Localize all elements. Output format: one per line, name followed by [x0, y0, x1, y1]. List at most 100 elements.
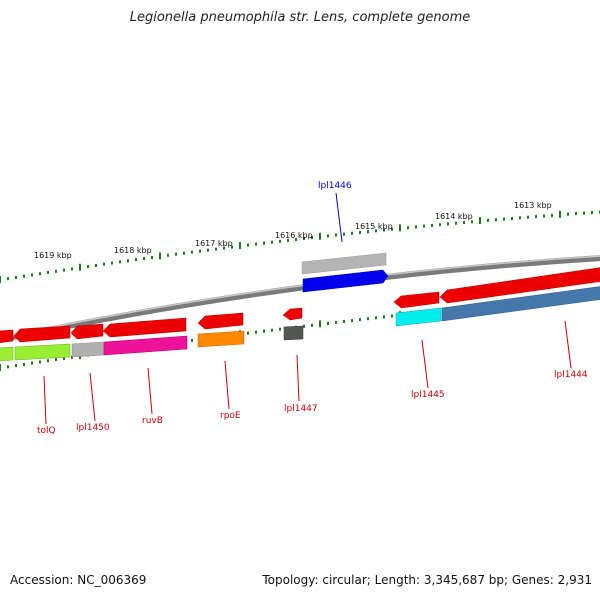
- gene-arrow-ruvb[interactable]: [102, 317, 187, 338]
- outer-tick-minor: [7, 277, 9, 281]
- cog-bar-lpl1447[interactable]: [283, 325, 304, 341]
- inner-tick-minor: [63, 356, 65, 360]
- outer-tick-minor: [375, 229, 377, 233]
- gene-arrow-partial-left[interactable]: [0, 329, 14, 343]
- gene-arrow-tolq[interactable]: [13, 325, 71, 343]
- scale-label-1614: 1614 kbp: [435, 212, 473, 221]
- outer-tick-minor: [279, 239, 281, 243]
- scale-label-1618: 1618 kbp: [114, 246, 152, 255]
- inner-tick-minor: [359, 318, 361, 322]
- outer-tick-minor: [511, 217, 513, 220]
- cog-bar-lpl1446[interactable]: [301, 252, 387, 275]
- outer-tick-minor: [183, 251, 185, 255]
- outer-tick-minor: [119, 260, 121, 264]
- map-title: Legionella pneumophila str. Lens, comple…: [129, 10, 471, 25]
- outer-tick-minor: [143, 257, 145, 261]
- gene-label-lpl1450[interactable]: lpl1450: [76, 423, 110, 433]
- gene-arrow-lpl1450[interactable]: [70, 323, 104, 340]
- outer-tick-minor: [311, 236, 313, 240]
- outer-tick-minor: [591, 211, 593, 214]
- cog-bar-tolq[interactable]: [14, 343, 71, 361]
- cog-bar-lpl1450[interactable]: [71, 341, 105, 358]
- outer-tick-minor: [215, 247, 217, 251]
- minus-strand-cds: [0, 267, 600, 343]
- outer-tick-minor: [63, 268, 65, 272]
- inner-tick-minor: [375, 316, 377, 320]
- cog-category-bars: [0, 286, 600, 362]
- outer-tick-minor: [231, 245, 233, 249]
- gene-label-ruvb[interactable]: ruvB: [142, 416, 163, 426]
- inner-tick-major: [0, 364, 1, 371]
- outer-tick-minor: [287, 238, 289, 242]
- inner-tick-minor: [327, 321, 329, 325]
- outer-tick-minor: [519, 216, 521, 220]
- cog-bar-partial-left[interactable]: [0, 346, 14, 362]
- inner-tick-minor: [279, 327, 281, 331]
- gene-arrow-lpl1444[interactable]: [439, 267, 600, 304]
- scale-label-1616: 1616 kbp: [275, 231, 313, 240]
- outer-tick-minor: [71, 267, 73, 271]
- cog-bar-lpl1445[interactable]: [395, 307, 442, 327]
- inner-tick-minor: [263, 329, 265, 333]
- outer-tick-major: [559, 210, 561, 218]
- cog-bar-lpl1444[interactable]: [441, 286, 600, 322]
- inner-tick-major: [319, 320, 321, 328]
- genome-summary-text: Topology: circular; Length: 3,345,687 bp…: [262, 573, 592, 587]
- inner-tick-minor: [255, 330, 257, 334]
- outer-tick-minor: [23, 274, 25, 278]
- outer-tick-minor: [95, 263, 97, 267]
- outer-tick-minor: [527, 215, 529, 219]
- genome-backbone-highlight: [0, 255, 600, 339]
- outer-tick-minor: [111, 261, 113, 265]
- inner-tick-minor: [191, 339, 193, 342]
- gene-label-lpl1446[interactable]: lpl1446: [318, 181, 352, 191]
- gene-label-tolq[interactable]: tolQ: [37, 426, 56, 436]
- gene-arrow-lpl1445[interactable]: [393, 291, 440, 309]
- gene-label-rpoe[interactable]: rpoE: [220, 411, 241, 421]
- cog-bar-ruvb[interactable]: [103, 335, 188, 356]
- leader-line-lpl1445: [421, 339, 429, 389]
- outer-tick-minor: [391, 227, 393, 231]
- inner-tick-minor: [23, 362, 25, 366]
- outer-tick-minor: [15, 276, 17, 279]
- gene-label-lpl1444[interactable]: lpl1444: [554, 370, 588, 380]
- outer-tick-minor: [303, 237, 305, 240]
- outer-tick-minor: [335, 233, 337, 237]
- inner-tick-minor: [47, 359, 49, 363]
- inner-tick-minor: [303, 324, 305, 328]
- outer-tick-minor: [191, 250, 193, 254]
- gene-label-lpl1447[interactable]: lpl1447: [284, 404, 318, 414]
- cog-bar-rpoe[interactable]: [197, 330, 245, 348]
- scale-label-1617: 1617 kbp: [195, 239, 233, 248]
- outer-tick-minor: [207, 248, 209, 252]
- inner-tick-minor: [335, 320, 337, 324]
- leader-line-lpl1444: [564, 320, 572, 369]
- inner-tick-minor: [15, 364, 17, 368]
- scale-label-1615: 1615 kbp: [355, 222, 393, 231]
- outer-tick-minor: [471, 220, 473, 224]
- leader-line-rpoe: [224, 360, 230, 410]
- gene-label-lpl1445[interactable]: lpl1445: [411, 390, 445, 400]
- outer-tick-major: [79, 263, 81, 271]
- inner-tick-minor: [383, 315, 385, 319]
- outer-tick-minor: [359, 231, 361, 234]
- leader-line-lpl1447: [296, 354, 300, 402]
- scale-label-1613: 1613 kbp: [514, 201, 552, 210]
- outer-tick-minor: [295, 238, 297, 241]
- gene-arrow-lpl1447[interactable]: [282, 307, 303, 321]
- inner-tick-minor: [271, 328, 273, 332]
- inner-tick-minor: [343, 320, 345, 323]
- leader-line-lpl1446: [335, 192, 343, 243]
- leader-line-lpl1450: [89, 372, 96, 422]
- outer-tick-minor: [583, 211, 585, 215]
- inner-tick-minor: [7, 365, 9, 369]
- genome-backbone: [0, 255, 600, 343]
- outer-tick-minor: [135, 258, 137, 262]
- gene-arrow-lpl1446[interactable]: [302, 269, 389, 293]
- leader-line-tolq: [43, 375, 47, 425]
- outer-tick-minor: [487, 218, 489, 222]
- gene-labels: lpl1446 tolQ lpl1450 ruvB rpoE lpl1447 l…: [37, 181, 588, 436]
- outer-tick-minor: [31, 273, 33, 277]
- outer-tick-minor: [455, 221, 457, 225]
- gene-arrow-rpoe[interactable]: [197, 312, 244, 330]
